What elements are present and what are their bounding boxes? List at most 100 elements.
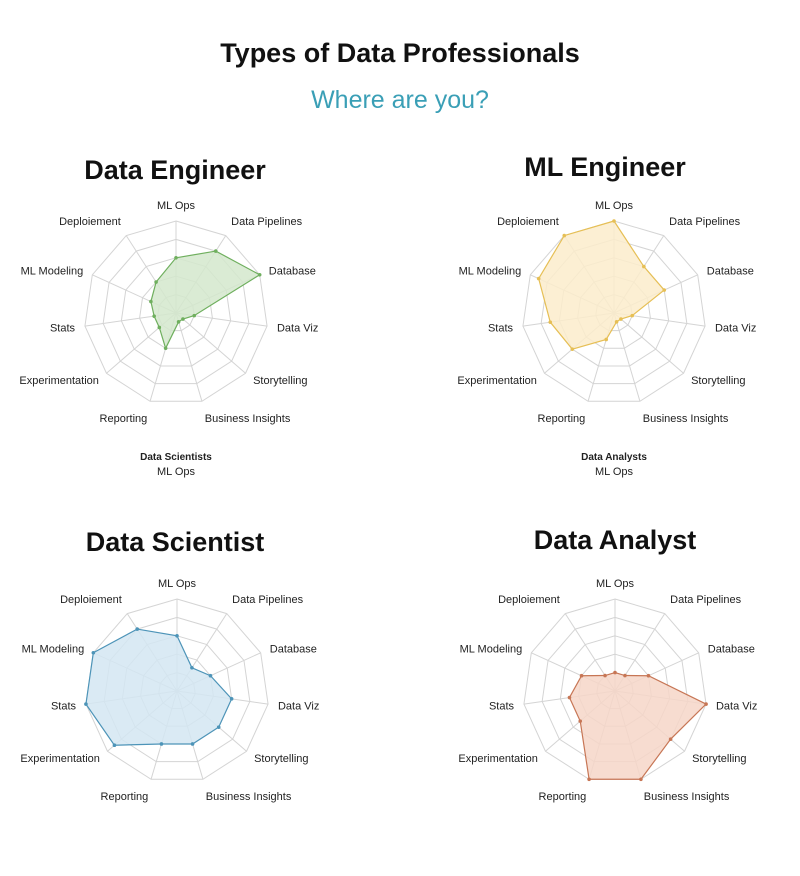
axis-label-ml-modeling: ML Modeling [459, 266, 522, 278]
page-title: Types of Data Professionals [220, 38, 580, 68]
data-point-database [208, 673, 213, 678]
data-point-business-insights [614, 320, 619, 324]
axis-label-data-viz: Data Viz [278, 701, 319, 713]
axis-label-data-pipelines: Data Pipelines [232, 594, 303, 606]
grid-spoke [175, 312, 246, 374]
axis-label-storytelling: Storytelling [254, 753, 308, 765]
axis-label-deploiement: Deploiement [498, 594, 560, 606]
axis-label-ml-ops: ML Ops [596, 578, 635, 590]
data-point-ml-modeling [536, 276, 541, 281]
data-point-experimentation [112, 743, 117, 748]
grid-ring [522, 220, 706, 402]
data-point-database [662, 288, 667, 292]
data-point-deploiement [135, 627, 140, 631]
axis-label-data-viz: Data Viz [715, 323, 756, 335]
axis-label-database: Database [707, 266, 754, 278]
chart-title-data-engineer: Data Engineer [84, 155, 266, 185]
grid-spoke [613, 312, 684, 374]
data-point-data-viz [192, 313, 197, 318]
axis-label-stats: Stats [489, 701, 515, 713]
grid-ring [84, 220, 268, 402]
data-point-ml-ops [175, 634, 179, 638]
data-point-database [646, 673, 651, 678]
axis-label-storytelling: Storytelling [253, 375, 307, 387]
data-point-stats [548, 320, 553, 324]
chart-title-data-analyst: Data Analyst [533, 525, 697, 555]
axis-label-database: Database [708, 644, 755, 656]
data-area [568, 671, 708, 780]
data-point-reporting [604, 337, 609, 342]
axis-label-ml-ops: ML Ops [595, 200, 634, 212]
data-point-database [257, 272, 262, 277]
axis-label-ml-modeling: ML Modeling [21, 266, 84, 278]
axis-label-experimentation: Experimentation [19, 375, 99, 387]
data-point-reporting [163, 346, 168, 351]
axis-label-data-viz: Data Viz [277, 323, 318, 335]
data-area [85, 628, 233, 746]
data-point-storytelling [181, 317, 185, 321]
data-point-stats [84, 702, 88, 706]
page-subtitle: Where are you? [311, 86, 489, 114]
axis-label-business-insights: Business Insights [644, 791, 730, 803]
grid-ring [85, 598, 269, 780]
data-point-reporting [587, 777, 591, 782]
axis-label-database: Database [269, 266, 316, 278]
data-point-storytelling [619, 317, 623, 321]
data-point-ml-ops [612, 219, 616, 223]
axis-label-data-pipelines: Data Pipelines [669, 216, 740, 228]
data-point-deploiement [562, 233, 567, 238]
axis-label-deploiement: Deploiement [60, 594, 122, 606]
axis-label-stats: Stats [488, 323, 514, 335]
data-point-storytelling [668, 737, 673, 741]
axis-label-ml-modeling: ML Modeling [460, 644, 523, 656]
data-point-ml-modeling [149, 299, 153, 304]
axis-label-stats: Stats [50, 323, 76, 335]
caption-data-scientists: Data Scientists ML Ops [106, 451, 246, 479]
data-point-ml-modeling [91, 650, 96, 655]
data-point-experimentation [157, 325, 162, 330]
axis-label-data-viz: Data Viz [716, 701, 757, 713]
data-point-deploiement [154, 280, 158, 284]
axis-label-experimentation: Experimentation [457, 375, 537, 387]
data-point-storytelling [216, 725, 221, 729]
grid-spoke [613, 312, 641, 402]
data-point-data-viz [704, 702, 708, 706]
axis-label-reporting: Reporting [101, 791, 149, 803]
data-point-stats [152, 314, 156, 318]
data-point-business-insights [190, 742, 195, 746]
axis-label-data-pipelines: Data Pipelines [231, 216, 302, 228]
data-point-data-viz [229, 697, 234, 701]
axis-label-ml-modeling: ML Modeling [22, 644, 85, 656]
axis-label-stats: Stats [51, 701, 77, 713]
data-point-data-pipelines [623, 673, 627, 678]
axis-label-ml-ops: ML Ops [157, 200, 196, 212]
data-point-data-pipelines [642, 264, 646, 269]
axis-label-storytelling: Storytelling [691, 375, 745, 387]
caption-text: ML Ops [156, 466, 196, 478]
axis-label-reporting: Reporting [538, 413, 586, 425]
axis-label-experimentation: Experimentation [20, 753, 100, 765]
axis-label-business-insights: Business Insights [643, 413, 729, 425]
grid-spoke [175, 312, 203, 402]
chart-title-data-scientist: Data Scientist [85, 527, 265, 557]
axis-label-deploiement: Deploiement [497, 216, 559, 228]
caption-data-analysts: Data Analysts ML Ops [544, 451, 684, 479]
data-point-ml-ops [174, 255, 178, 260]
axis-label-database: Database [270, 644, 317, 656]
data-point-data-pipelines [213, 249, 218, 253]
data-point-reporting [159, 742, 164, 746]
data-point-business-insights [176, 320, 181, 324]
axis-label-reporting: Reporting [539, 791, 587, 803]
axis-label-experimentation: Experimentation [458, 753, 538, 765]
axis-label-deploiement: Deploiement [59, 216, 121, 228]
axis-label-reporting: Reporting [100, 413, 148, 425]
caption-bold-text: Data Analysts [581, 452, 647, 463]
caption-bold-text: Data Scientists [140, 452, 212, 463]
data-point-ml-ops [613, 670, 617, 675]
data-point-business-insights [639, 777, 643, 782]
axis-label-business-insights: Business Insights [206, 791, 292, 803]
